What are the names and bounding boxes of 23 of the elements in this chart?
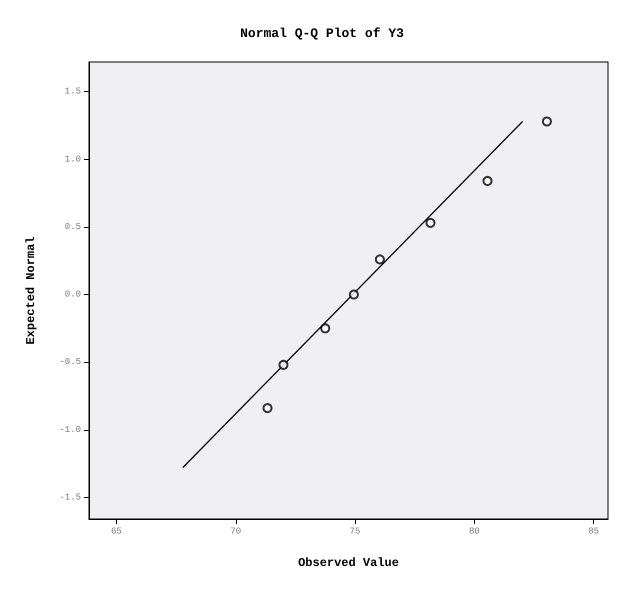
y-tick-label: -0.5	[59, 357, 81, 368]
x-tick-label: 70	[230, 526, 242, 536]
point	[278, 360, 288, 370]
chart-title: Normal Q-Q Plot of Y3	[240, 26, 404, 41]
y-tick-label: -1.5	[59, 492, 81, 502]
point	[262, 403, 272, 414]
x-tick-label: 80	[468, 526, 480, 536]
x-axis-title: Observed Value	[298, 556, 399, 570]
point	[374, 254, 385, 264]
y-tick-label: 0.5	[64, 222, 81, 232]
point	[320, 323, 330, 334]
point	[348, 290, 359, 300]
y-axis-title: Expected Normal	[24, 236, 38, 345]
y-tick-label: 1.5	[64, 86, 81, 97]
x-tick-label: 75	[350, 526, 360, 536]
x-tick-label: 65	[111, 526, 122, 536]
y-tick-label: -1.0	[59, 424, 81, 435]
y-tick-label: 0.0	[64, 290, 81, 300]
x-tick-label: 85	[588, 526, 600, 536]
y-tick-label: 1.0	[64, 154, 81, 164]
point	[542, 116, 552, 126]
point	[425, 218, 436, 228]
point	[482, 176, 492, 186]
